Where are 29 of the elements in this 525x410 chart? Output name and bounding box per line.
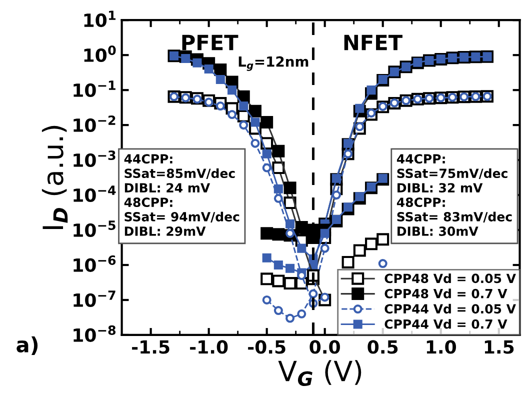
y-tick-label: 10$^{0}$ (84, 46, 116, 62)
y-tick-label: 10$^{−4}$ (74, 186, 116, 202)
x-tick-label: 0.5 (368, 340, 398, 354)
annotation: NFET (344, 34, 402, 50)
y-tick-label: 10$^{1}$ (84, 10, 116, 28)
y-tick-label: 10$^{−3}$ (74, 150, 116, 168)
legend-label: CPP48 Vd = 0.05 V (384, 273, 516, 284)
x-tick-label: 1.5 (484, 340, 514, 354)
legend-label: CPP48 Vd = 0.7 V (384, 288, 508, 298)
x-tick-label: 1.0 (426, 340, 456, 354)
y-tick-label: 10$^{−2}$ (74, 115, 116, 132)
y-tick-label: 10$^{−8}$ (74, 325, 116, 342)
annotation: 44CPP: SSat=85mV/dec DIBL: 24 mV 48CPP: SSat= 94mV/dec DIBL: 29mV (124, 154, 240, 236)
x-tick-label: -1.5 (132, 340, 170, 354)
y-tick-label: 10$^{−5}$ (74, 220, 116, 238)
y-tick-label: 10$^{−1}$ (74, 80, 116, 98)
legend-label: CPP44 Vd = 0.05 V (384, 304, 516, 314)
annotation: L$_{g}$=12nm (238, 56, 308, 71)
annotation: PFET (182, 34, 238, 50)
annotation: 44CPP: SSat=75mV/dec DIBL: 32 mV 48CPP: SSat= 83mV/dec DIBL: 30mV (396, 154, 512, 236)
text: a) (16, 336, 38, 355)
x-tick-label: -1.0 (190, 340, 228, 354)
y-tick-label: 10$^{−7}$ (74, 290, 116, 307)
x-tick-label: 0.0 (310, 340, 340, 354)
x-tick-label: -0.5 (248, 340, 286, 354)
y-tick-label: 10$^{−6}$ (74, 255, 116, 272)
y-axis-title: I$_{D}$ (a.u.) (42, 126, 68, 229)
legend-label: CPP44 Vd = 0.7 V (384, 319, 508, 329)
x-axis-title: V$_{G}$ (V) (278, 360, 362, 386)
